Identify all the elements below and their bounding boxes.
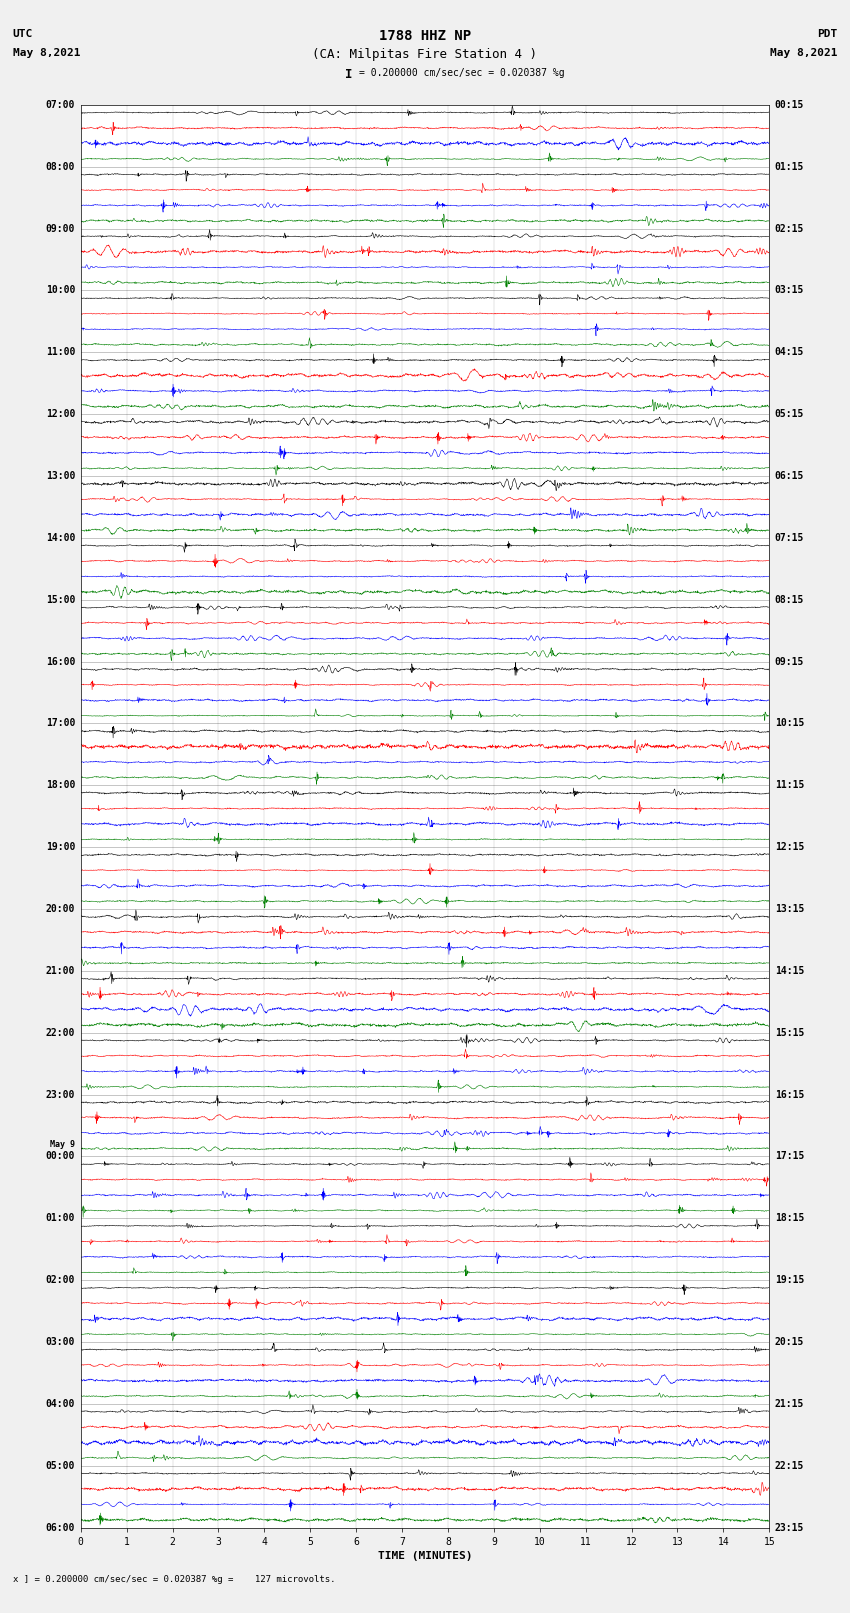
X-axis label: TIME (MINUTES): TIME (MINUTES): [377, 1550, 473, 1561]
Text: 19:00: 19:00: [46, 842, 76, 852]
Text: 09:15: 09:15: [774, 656, 804, 666]
Text: May 9: May 9: [50, 1140, 76, 1148]
Text: 10:00: 10:00: [46, 286, 76, 295]
Text: 04:15: 04:15: [774, 347, 804, 356]
Text: 15:00: 15:00: [46, 595, 76, 605]
Text: May 8,2021: May 8,2021: [770, 48, 837, 58]
Text: May 8,2021: May 8,2021: [13, 48, 80, 58]
Text: 00:00: 00:00: [46, 1152, 76, 1161]
Text: 05:15: 05:15: [774, 410, 804, 419]
Text: 05:00: 05:00: [46, 1461, 76, 1471]
Text: 04:00: 04:00: [46, 1398, 76, 1408]
Text: 11:15: 11:15: [774, 781, 804, 790]
Text: 17:15: 17:15: [774, 1152, 804, 1161]
Text: 11:00: 11:00: [46, 347, 76, 356]
Text: 08:00: 08:00: [46, 161, 76, 171]
Text: 06:00: 06:00: [46, 1523, 76, 1532]
Text: 12:00: 12:00: [46, 410, 76, 419]
Text: 21:00: 21:00: [46, 966, 76, 976]
Text: 03:15: 03:15: [774, 286, 804, 295]
Text: 18:00: 18:00: [46, 781, 76, 790]
Text: I: I: [345, 68, 352, 81]
Text: 08:15: 08:15: [774, 595, 804, 605]
Text: 14:15: 14:15: [774, 966, 804, 976]
Text: 13:15: 13:15: [774, 903, 804, 915]
Text: 12:15: 12:15: [774, 842, 804, 852]
Text: 10:15: 10:15: [774, 718, 804, 729]
Text: = 0.200000 cm/sec/sec = 0.020387 %g: = 0.200000 cm/sec/sec = 0.020387 %g: [359, 68, 564, 77]
Text: 07:15: 07:15: [774, 532, 804, 544]
Text: 01:15: 01:15: [774, 161, 804, 171]
Text: 07:00: 07:00: [46, 100, 76, 110]
Text: 20:15: 20:15: [774, 1337, 804, 1347]
Text: 20:00: 20:00: [46, 903, 76, 915]
Text: UTC: UTC: [13, 29, 33, 39]
Text: 23:15: 23:15: [774, 1523, 804, 1532]
Text: 15:15: 15:15: [774, 1027, 804, 1037]
Text: 16:00: 16:00: [46, 656, 76, 666]
Text: 22:15: 22:15: [774, 1461, 804, 1471]
Text: x ] = 0.200000 cm/sec/sec = 0.020387 %g =    127 microvolts.: x ] = 0.200000 cm/sec/sec = 0.020387 %g …: [13, 1574, 335, 1584]
Text: 00:15: 00:15: [774, 100, 804, 110]
Text: 17:00: 17:00: [46, 718, 76, 729]
Text: 09:00: 09:00: [46, 224, 76, 234]
Text: 1788 HHZ NP: 1788 HHZ NP: [379, 29, 471, 44]
Text: 19:15: 19:15: [774, 1276, 804, 1286]
Text: 14:00: 14:00: [46, 532, 76, 544]
Text: 21:15: 21:15: [774, 1398, 804, 1408]
Text: 22:00: 22:00: [46, 1027, 76, 1037]
Text: 18:15: 18:15: [774, 1213, 804, 1223]
Text: 02:15: 02:15: [774, 224, 804, 234]
Text: 23:00: 23:00: [46, 1089, 76, 1100]
Text: 06:15: 06:15: [774, 471, 804, 481]
Text: 13:00: 13:00: [46, 471, 76, 481]
Text: (CA: Milpitas Fire Station 4 ): (CA: Milpitas Fire Station 4 ): [313, 48, 537, 61]
Text: 01:00: 01:00: [46, 1213, 76, 1223]
Text: 02:00: 02:00: [46, 1276, 76, 1286]
Text: PDT: PDT: [817, 29, 837, 39]
Text: 03:00: 03:00: [46, 1337, 76, 1347]
Text: 16:15: 16:15: [774, 1089, 804, 1100]
